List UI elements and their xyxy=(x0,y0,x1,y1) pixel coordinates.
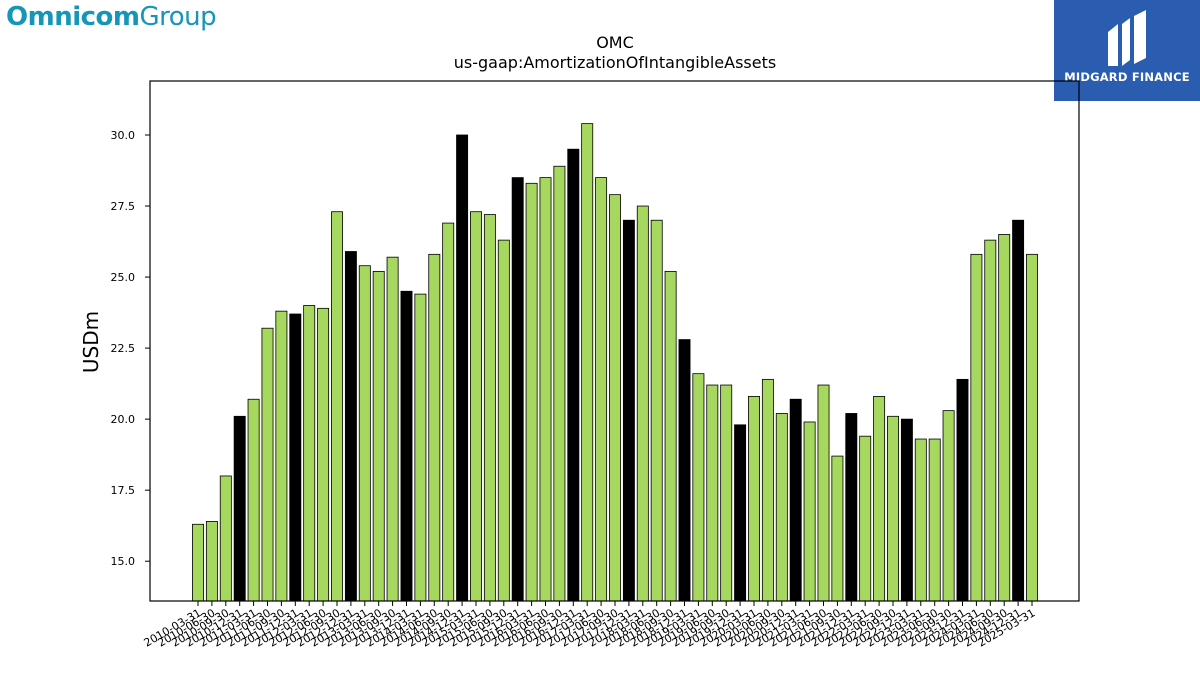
bar-2015-09-30 xyxy=(497,239,510,602)
bar-2011-06-30 xyxy=(261,327,274,602)
bar-2012-06-30 xyxy=(317,307,330,602)
brand-left-bold: Omnicom xyxy=(6,2,140,32)
bar-2010-03-31 xyxy=(192,523,204,602)
bar-2019-03-31 xyxy=(692,373,705,602)
y-tick-label: 17.5 xyxy=(111,484,136,497)
bar-2015-03-31 xyxy=(470,211,482,602)
chart-subtitle: us-gaap:AmortizationOfIntangibleAssets xyxy=(454,53,776,72)
bar-2011-03-31 xyxy=(247,398,260,602)
bar-2016-09-30 xyxy=(553,165,566,602)
bar-2012-12-31 xyxy=(344,251,357,602)
bar-2016-06-30 xyxy=(539,177,552,602)
bar-2025-03-31 xyxy=(1026,253,1038,602)
y-tick-label: 30.0 xyxy=(111,129,136,142)
bar-2015-12-31 xyxy=(511,177,524,602)
bar-2022-03-31 xyxy=(859,435,872,602)
bar-2021-06-30 xyxy=(817,384,830,602)
bar-2018-03-31 xyxy=(636,205,649,602)
bar-2022-12-31 xyxy=(900,418,913,602)
brand-right-label: MIDGARD FINANCE xyxy=(1064,70,1190,84)
bar-2023-12-31 xyxy=(956,378,969,602)
bar-2019-06-30 xyxy=(706,384,719,602)
bar-2010-09-30 xyxy=(219,475,232,602)
bar-2016-12-31 xyxy=(567,148,580,602)
bar-2014-09-30 xyxy=(442,222,455,602)
y-tick-label: 27.5 xyxy=(111,200,136,213)
bar-2013-03-31 xyxy=(358,265,371,602)
bar-2013-06-30 xyxy=(372,270,385,602)
y-tick-label: 25.0 xyxy=(111,271,136,284)
bar-2024-12-31 xyxy=(1012,219,1025,602)
bar-2017-09-30 xyxy=(609,194,621,602)
chart-title: OMC xyxy=(596,33,634,52)
bar-2024-03-31 xyxy=(970,253,983,602)
bar-2019-12-31 xyxy=(734,424,747,602)
plot-frame xyxy=(149,80,1080,602)
bar-2020-03-31 xyxy=(748,396,760,602)
bar-2022-09-30 xyxy=(887,415,899,602)
bar-2017-06-30 xyxy=(595,177,608,602)
bar-2020-06-30 xyxy=(761,378,774,602)
y-tick-label: 22.5 xyxy=(111,342,136,355)
bar-2023-06-30 xyxy=(928,438,941,602)
bar-2024-09-30 xyxy=(998,234,1011,602)
bar-2019-09-30 xyxy=(720,384,733,602)
bar-2020-09-30 xyxy=(775,413,788,602)
bar-2018-09-30 xyxy=(664,270,677,602)
bars-group xyxy=(192,123,1038,602)
brand-logo-right: MIDGARD FINANCE xyxy=(1054,0,1200,101)
bar-2014-06-30 xyxy=(428,253,441,602)
bar-2022-06-30 xyxy=(873,396,886,602)
bar-2012-09-30 xyxy=(331,211,343,602)
bar-2011-12-31 xyxy=(289,313,302,602)
brand-left-light: Group xyxy=(139,2,217,32)
bar-2012-03-31 xyxy=(303,305,316,602)
midgard-mark-icon xyxy=(1108,10,1146,66)
bar-2010-06-30 xyxy=(205,521,218,602)
y-tick-label: 20.0 xyxy=(111,413,136,426)
bar-2020-12-31 xyxy=(789,398,802,602)
y-ticks-group: 15.0 17.5 20.0 22.5 25.0 27.5 30.0 xyxy=(111,129,150,568)
bar-2021-03-31 xyxy=(803,421,816,602)
bar-2010-12-31 xyxy=(233,415,246,602)
bar-2015-06-30 xyxy=(483,214,496,602)
bar-2018-12-31 xyxy=(678,339,691,602)
bar-2023-03-31 xyxy=(914,438,927,602)
bar-2018-06-30 xyxy=(650,219,663,602)
bar-2013-12-31 xyxy=(400,290,413,602)
bar-2021-12-31 xyxy=(845,413,858,602)
bar-2023-09-30 xyxy=(942,410,955,602)
bar-2021-09-30 xyxy=(831,455,844,602)
bar-2016-03-31 xyxy=(525,182,538,602)
x-ticks-group: 2010-03-312010-06-302010-09-302010-12-31… xyxy=(142,601,1038,650)
y-tick-label: 15.0 xyxy=(111,555,136,568)
brand-logo-left: OmnicomGroup xyxy=(6,2,217,32)
bar-2013-09-30 xyxy=(386,256,399,602)
bar-2011-09-30 xyxy=(275,310,288,602)
bar-2017-03-31 xyxy=(581,123,594,602)
bar-2017-12-31 xyxy=(622,219,635,602)
bar-2024-06-30 xyxy=(984,239,997,602)
y-axis-label: USDm xyxy=(79,311,103,373)
bar-2014-12-31 xyxy=(456,134,469,602)
bar-2014-03-31 xyxy=(414,293,427,602)
